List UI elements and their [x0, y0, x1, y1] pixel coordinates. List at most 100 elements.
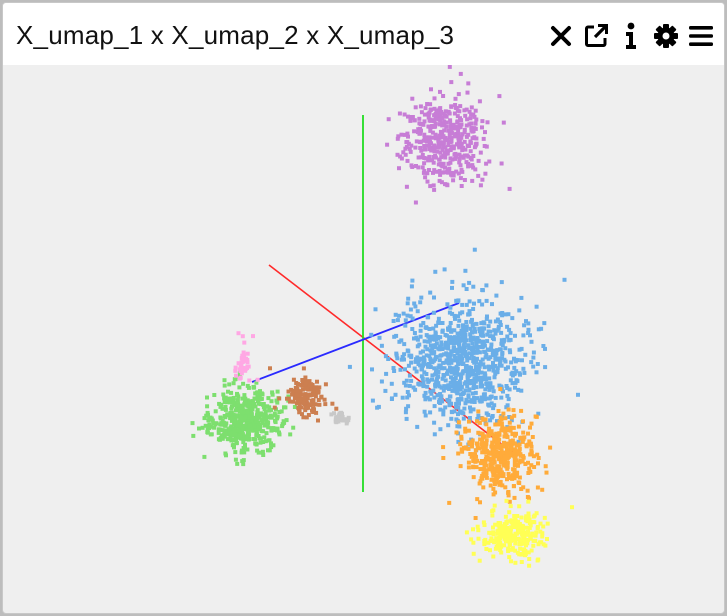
data-point [455, 368, 460, 373]
scatter-3d-canvas[interactable] [3, 65, 724, 613]
data-point [472, 376, 477, 381]
data-point [448, 358, 452, 363]
data-point [373, 307, 378, 312]
data-point [466, 428, 471, 433]
data-point [474, 321, 479, 326]
data-point [516, 528, 521, 533]
data-point [507, 499, 512, 504]
data-point [452, 371, 457, 376]
data-point [370, 398, 375, 403]
data-point [267, 438, 272, 443]
data-point [397, 313, 401, 318]
data-point [432, 432, 437, 437]
data-point [469, 128, 474, 133]
data-point [471, 284, 476, 289]
data-point [406, 296, 411, 301]
data-point [425, 384, 430, 389]
data-point [240, 353, 245, 358]
data-point [449, 136, 454, 140]
data-point [476, 413, 481, 418]
gear-icon[interactable] [653, 23, 679, 49]
data-point [474, 136, 479, 141]
data-point [540, 487, 545, 492]
close-icon[interactable] [548, 23, 574, 49]
data-point [218, 415, 223, 420]
data-point [427, 168, 431, 172]
data-point [508, 444, 513, 449]
data-point [316, 418, 320, 423]
data-point [470, 178, 475, 183]
data-point [432, 420, 437, 425]
data-point [443, 165, 447, 170]
data-point [296, 400, 300, 405]
data-point [236, 331, 241, 336]
data-point [455, 331, 460, 336]
data-point [455, 424, 460, 429]
scatter-plot-area[interactable] [3, 65, 724, 613]
data-point [474, 344, 479, 349]
data-point [451, 341, 456, 346]
data-point [226, 437, 231, 442]
data-point [449, 409, 454, 414]
data-point [500, 356, 505, 361]
data-point [451, 358, 455, 363]
data-point [443, 151, 448, 156]
data-point [392, 369, 397, 373]
data-point [504, 405, 509, 410]
data-point [527, 563, 532, 568]
data-point [487, 159, 492, 164]
data-point [257, 397, 262, 402]
data-point [475, 524, 480, 529]
data-point [202, 454, 207, 459]
data-point [445, 352, 450, 357]
data-point [508, 350, 513, 355]
data-point [229, 424, 234, 429]
data-point [267, 408, 272, 413]
data-point [437, 384, 442, 389]
data-point [239, 450, 244, 455]
info-icon[interactable] [618, 22, 644, 49]
data-point [471, 540, 476, 545]
data-point [479, 459, 484, 463]
data-point [413, 387, 418, 392]
data-point [430, 373, 435, 378]
data-point [528, 523, 533, 528]
data-point [490, 443, 495, 448]
data-point [410, 327, 415, 331]
data-point [478, 150, 483, 155]
data-point [467, 419, 471, 424]
data-point [431, 336, 436, 341]
data-point [445, 137, 450, 142]
data-point [467, 356, 472, 361]
data-point [491, 530, 496, 535]
data-point [443, 155, 448, 160]
data-point [433, 153, 438, 158]
data-point [458, 387, 463, 392]
data-point [441, 352, 446, 357]
data-point [516, 519, 521, 524]
data-point [465, 384, 470, 389]
data-point [407, 393, 411, 398]
data-point [436, 370, 441, 374]
data-point [263, 439, 268, 444]
data-point [243, 368, 248, 373]
data-point [483, 355, 488, 360]
data-point [491, 364, 496, 368]
data-point [423, 390, 428, 395]
menu-icon[interactable] [688, 23, 714, 49]
data-point [534, 530, 539, 535]
cluster-1 [385, 65, 512, 205]
data-point [412, 118, 417, 123]
data-point [517, 449, 522, 454]
data-point [260, 421, 265, 425]
data-point [484, 547, 489, 551]
data-point [512, 470, 517, 475]
data-point [421, 355, 426, 360]
data-point [494, 431, 499, 436]
data-point [517, 442, 522, 447]
data-point [456, 384, 461, 389]
data-point [401, 311, 406, 316]
external-link-icon[interactable] [583, 23, 609, 49]
data-point [247, 399, 252, 404]
